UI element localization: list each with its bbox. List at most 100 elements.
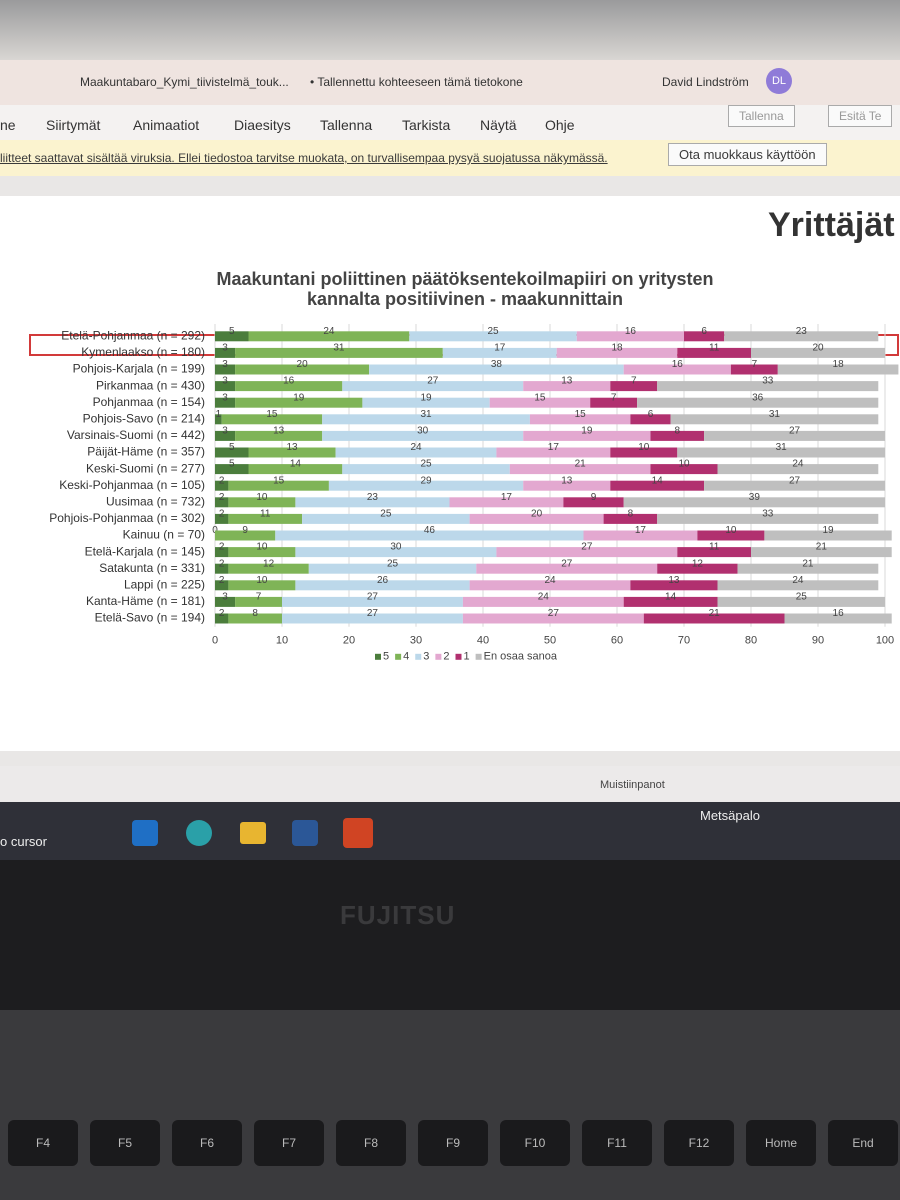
bar-segment xyxy=(469,513,604,524)
bar-segment xyxy=(228,480,329,491)
weather-alert[interactable]: Metsäpalo xyxy=(700,808,760,823)
data-label: 17 xyxy=(548,442,560,453)
keyboard-key[interactable]: F4 xyxy=(8,1120,78,1166)
data-label: 23 xyxy=(796,326,808,337)
bar-segment xyxy=(670,414,879,425)
save-button[interactable]: Tallenna xyxy=(728,105,795,127)
bar-segment xyxy=(496,547,678,558)
bar-segment xyxy=(751,347,885,358)
data-label: 7 xyxy=(631,376,637,387)
file-name[interactable]: Maakuntabaro_Kymi_tiivistelmä_touk... xyxy=(80,75,289,89)
data-label: 19 xyxy=(293,392,305,403)
data-label: 29 xyxy=(420,475,432,486)
bar-segment xyxy=(496,447,611,458)
bar-segment xyxy=(462,613,644,624)
user-avatar[interactable]: DL xyxy=(766,68,792,94)
edge-icon[interactable] xyxy=(186,820,212,846)
bar-segment xyxy=(717,464,879,475)
word-icon[interactable] xyxy=(292,820,318,846)
bar-segment xyxy=(590,397,638,408)
data-label: 13 xyxy=(561,376,573,387)
explorer-icon[interactable] xyxy=(240,822,266,844)
data-label: 13 xyxy=(286,442,298,453)
keyboard-key[interactable]: F12 xyxy=(664,1120,734,1166)
ribbon-tab[interactable]: ne xyxy=(0,117,16,133)
ribbon-tab[interactable]: Ohje xyxy=(545,117,575,133)
bar-segment xyxy=(215,347,236,358)
data-label: 16 xyxy=(625,326,637,337)
ribbon-tab[interactable]: Näytä xyxy=(480,117,517,133)
keyboard-key[interactable]: Home xyxy=(746,1120,816,1166)
bar-segment xyxy=(248,331,410,342)
legend-swatch xyxy=(395,653,402,660)
keyboard-key[interactable]: F6 xyxy=(172,1120,242,1166)
keyboard-key[interactable]: F5 xyxy=(90,1120,160,1166)
bar-segment xyxy=(215,547,229,558)
data-label: 31 xyxy=(769,409,781,420)
taskbar-search[interactable]: o cursor xyxy=(0,834,47,849)
bar-segment xyxy=(684,331,725,342)
data-label: 25 xyxy=(487,326,499,337)
data-label: 14 xyxy=(665,592,677,603)
data-label: 3 xyxy=(222,392,228,403)
ribbon-tab[interactable]: Tallenna xyxy=(320,117,373,133)
keyboard-key[interactable]: F11 xyxy=(582,1120,652,1166)
data-label: 15 xyxy=(273,475,285,486)
data-label: 38 xyxy=(491,359,503,370)
data-label: 10 xyxy=(678,459,690,470)
bar-segment xyxy=(275,530,584,541)
bar-segment xyxy=(449,497,564,508)
bar-segment xyxy=(623,497,885,508)
data-label: 19 xyxy=(822,525,834,536)
powerpoint-icon[interactable] xyxy=(343,818,373,848)
data-label: 10 xyxy=(638,442,650,453)
bar-segment xyxy=(751,547,892,558)
ribbon-tab[interactable]: Animaatiot xyxy=(133,117,200,133)
bar-segment xyxy=(235,397,363,408)
ribbon-tab[interactable]: Siirtymät xyxy=(46,117,101,133)
data-label: 25 xyxy=(380,509,392,520)
ribbon-tab[interactable]: Tarkista xyxy=(402,117,451,133)
data-label: 2 xyxy=(219,475,225,486)
enable-editing-button[interactable]: Ota muokkaus käyttöön xyxy=(668,143,827,166)
x-tick-label: 80 xyxy=(745,635,757,647)
keyboard-key[interactable]: F9 xyxy=(418,1120,488,1166)
bar-segment xyxy=(215,430,236,441)
bar-segment xyxy=(228,580,296,591)
data-label: 16 xyxy=(833,608,845,619)
bar-segment xyxy=(228,613,282,624)
bar-segment xyxy=(215,613,229,624)
keyboard-key[interactable]: F8 xyxy=(336,1120,406,1166)
data-label: 12 xyxy=(692,558,704,569)
data-label: 21 xyxy=(816,542,828,553)
bar-segment xyxy=(623,364,731,375)
keyboard-key[interactable]: F10 xyxy=(500,1120,570,1166)
bar-segment xyxy=(523,381,611,392)
y-tick-label: Kainuu (n = 70) xyxy=(123,528,205,542)
y-tick-label: Keski-Pohjanmaa (n = 105) xyxy=(59,478,205,492)
x-tick-label: 70 xyxy=(678,635,690,647)
present-button[interactable]: Esitä Te xyxy=(828,105,893,127)
data-label: 10 xyxy=(256,575,268,586)
bar-segment xyxy=(777,364,899,375)
notes-button[interactable]: Muistiinpanot xyxy=(600,779,665,791)
x-tick-label: 50 xyxy=(544,635,556,647)
bar-segment xyxy=(228,497,296,508)
data-label: 16 xyxy=(672,359,684,370)
data-label: 24 xyxy=(792,459,804,470)
keyboard-key[interactable]: F7 xyxy=(254,1120,324,1166)
user-name[interactable]: David Lindström xyxy=(662,75,749,89)
bar-segment xyxy=(529,414,631,425)
y-tick-label: Lappi (n = 225) xyxy=(124,577,205,591)
ribbon-tab[interactable]: Diaesitys xyxy=(234,117,291,133)
data-label: 24 xyxy=(410,442,422,453)
legend-swatch xyxy=(475,653,482,660)
bar-segment xyxy=(704,480,885,491)
data-label: 24 xyxy=(792,575,804,586)
bar-segment xyxy=(322,414,530,425)
data-label: 8 xyxy=(628,509,634,520)
outlook-icon[interactable] xyxy=(132,820,158,846)
y-tick-label: Pirkanmaa (n = 430) xyxy=(96,378,205,392)
keyboard-key[interactable]: End xyxy=(828,1120,898,1166)
